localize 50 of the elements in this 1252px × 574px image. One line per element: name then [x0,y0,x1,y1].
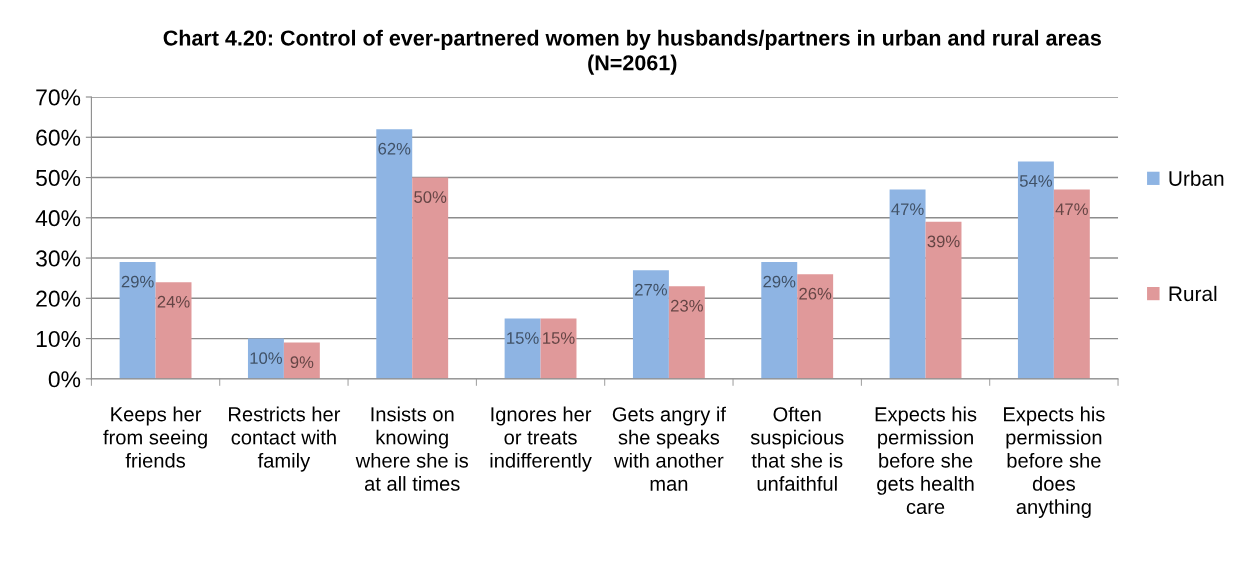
y-tick-label: 30% [35,250,81,267]
x-tick-label: Ignores her or treats indifferently [490,406,592,472]
data-label: 54% [1019,175,1052,187]
bar [761,262,798,379]
bar [925,221,962,379]
y-tick-label: 20% [36,290,81,307]
data-label: 23% [671,299,703,312]
data-label: 15% [507,332,539,344]
bar [283,342,320,379]
x-tick-label: Insists on knowing where she is at all times [355,406,469,491]
bar [119,262,156,379]
y-tick-label: 40% [35,210,81,227]
y-tick-label: 50% [36,169,81,187]
bar [668,286,705,379]
y-tick-label: 60% [36,129,81,146]
data-label: 24% [157,295,190,308]
y-tick-label: 0% [48,371,81,388]
bar [504,318,541,379]
data-label: 29% [121,275,154,288]
bar [412,177,449,379]
x-tick-label: Expects his permission before she does anything [1004,406,1105,518]
data-label: 26% [799,287,832,300]
y-tick-label: 70% [36,89,81,106]
chart-title: Chart 4.20: Control of ever-partnered women by husbands/partners in urban and rural areas (N=2061) [163,29,1101,75]
bar [540,318,577,379]
bar [155,282,192,379]
y-tick-label: 10% [36,330,81,348]
data-label: 47% [1055,203,1088,215]
data-label: 62% [378,142,411,155]
x-tick-label: Gets angry if she speaks with another man [612,406,726,491]
data-label: 50% [414,191,447,203]
x-tick-label: Keeps her from seeing friends [103,406,207,468]
bar [797,274,834,379]
data-label: 47% [891,203,924,215]
data-label: 9% [290,356,314,369]
bar [889,189,926,379]
bar [1053,189,1090,379]
data-label: 15% [543,332,575,344]
legend-label: Urban [1169,170,1224,186]
x-tick-label: Expects his permission before she gets health care [875,406,977,515]
legend-label: Rural [1169,285,1217,302]
bar [1017,161,1054,379]
data-label: 29% [763,275,796,288]
x-tick-label: Often suspicious that she is unfaithful [750,406,844,491]
bar [376,129,413,379]
data-label: 10% [250,352,283,365]
data-label: 39% [927,235,960,248]
x-tick-label: Restricts her contact with family [229,406,341,472]
data-label: 27% [635,283,667,296]
bar [632,270,669,379]
